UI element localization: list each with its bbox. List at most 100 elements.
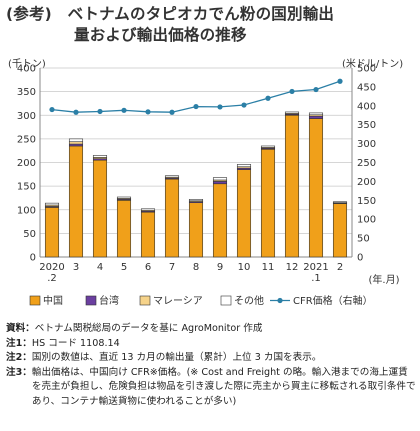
bar-other (116, 196, 132, 199)
x-tick-label: 3 (73, 262, 79, 273)
y-left-tick-label: 100 (17, 205, 36, 216)
x-tick-label: 9 (217, 262, 223, 273)
left-axis-unit: (千トン) (8, 59, 46, 70)
bar-china (260, 148, 276, 258)
note-key: 注2： (6, 352, 32, 364)
cfr-price-point (121, 107, 127, 113)
cfr-price-point (193, 103, 199, 110)
bar-other (260, 145, 276, 148)
y-right-tick-label: 200 (357, 177, 376, 188)
y-right-tick-label: 150 (357, 196, 376, 207)
y-right-tick-label: 100 (357, 215, 376, 226)
bar-taiwan (308, 115, 324, 119)
cfr-price-point (49, 106, 55, 113)
legend-swatch (139, 295, 151, 306)
bar-china (212, 183, 228, 258)
cfr-price-point (73, 109, 79, 115)
bar-china (188, 202, 204, 258)
note-text: ベトナム関税総局のデータを基に AgroMonitor 作成 (34, 323, 263, 334)
legend-label: CFR価格（右軸） (293, 294, 373, 307)
bar-other (44, 202, 60, 206)
y-left-tick-label: 350 (17, 87, 36, 98)
bar-china (92, 159, 108, 258)
legend-label: その他 (234, 294, 264, 307)
legend-label: 台湾 (99, 294, 119, 307)
x-tick-label: .2 (47, 273, 57, 284)
bar-other (212, 177, 228, 181)
cfr-price-point (97, 108, 103, 115)
legend-label: マレーシア (153, 296, 203, 307)
bar-malaysia (68, 141, 84, 145)
note-text: 輸出価格は、中国向け CFR※価格。(※ Cost and Freight の略… (31, 366, 416, 407)
cfr-price-point (313, 86, 319, 93)
bar-other (140, 208, 156, 211)
y-left-tick-label: 0 (30, 253, 36, 264)
x-tick-label: .1 (311, 273, 321, 284)
x-tick-label: 7 (169, 262, 175, 273)
y-right-tick-label: 250 (357, 158, 376, 169)
y-right-tick-label: 500 (357, 64, 376, 75)
x-axis-unit: (年.月) (369, 273, 400, 286)
bar-china (236, 169, 252, 258)
notes-block: 資料： ベトナム関税総局のデータを基に AgroMonitor 作成 注1： H… (6, 322, 416, 410)
y-right-tick-label: 450 (357, 82, 376, 93)
y-right-tick-label: 0 (357, 253, 363, 264)
note-1: 注1： HS コード 1108.14 (6, 337, 416, 352)
x-tick-label: 10 (238, 262, 251, 273)
right-axis-unit: (米ドル/トン) (342, 59, 404, 70)
y-left-tick-label: 400 (17, 64, 36, 75)
note-3: 注3： 輸出価格は、中国向け CFR※価格。(※ Cost and Freigh… (6, 366, 416, 410)
y-left-tick-label: 50 (23, 229, 36, 240)
x-tick-label: 11 (262, 262, 275, 273)
cfr-price-point (265, 95, 271, 101)
cfr-price-point (241, 102, 247, 108)
bar-other (332, 201, 348, 203)
cfr-price-point (169, 109, 175, 115)
y-left-tick-label: 150 (17, 182, 36, 193)
x-tick-label: 2 (337, 262, 343, 273)
x-tick-label: 5 (121, 262, 127, 273)
bar-other (92, 155, 108, 158)
x-tick-label: 2020 (39, 262, 64, 273)
bar-other (164, 175, 180, 178)
cfr-price-point (289, 88, 295, 95)
x-tick-label: 2021 (303, 262, 328, 273)
legend-swatch (220, 295, 232, 306)
note-source: 資料： ベトナム関税総局のデータを基に AgroMonitor 作成 (6, 322, 416, 337)
legend-label: 中国 (43, 294, 63, 307)
cfr-price-point (217, 104, 223, 110)
y-left-tick-label: 300 (17, 111, 36, 122)
bar-other (308, 112, 324, 116)
note-key: 資料： (6, 323, 35, 334)
bar-china (68, 145, 84, 258)
y-right-tick-label: 300 (357, 139, 376, 150)
bar-china (116, 200, 132, 258)
bar-other (284, 111, 300, 114)
y-right-tick-label: 50 (357, 234, 370, 245)
note-key: 注1： (6, 337, 32, 349)
bar-taiwan (212, 181, 228, 185)
y-right-tick-label: 400 (357, 101, 376, 112)
y-right-tick-label: 350 (357, 120, 376, 131)
x-tick-label: 6 (145, 262, 151, 273)
cfr-price-point (337, 78, 343, 84)
x-tick-label: 8 (193, 262, 199, 273)
note-2: 注2： 国別の数値は、直近 13 カ月の輸出量（累計）上位 3 カ国を表示。 (6, 351, 416, 366)
note-text: 国別の数値は、直近 13 カ月の輸出量（累計）上位 3 カ国を表示。 (31, 352, 322, 364)
y-left-tick-label: 200 (17, 158, 36, 169)
y-left-tick-label: 250 (17, 134, 36, 145)
bar-china (284, 114, 300, 258)
note-key: 注3： (6, 366, 32, 378)
chart-canvas: 0 50 100 150 200 250 300 350 400 0 50 100 150 200 250 3… (17, 64, 400, 308)
bar-china (164, 178, 180, 258)
bar-china (44, 207, 60, 258)
x-tick-label: 4 (97, 262, 103, 273)
bar-china (140, 211, 156, 258)
bar-china (332, 203, 348, 258)
chart-title: (参考) ベトナムのタピオカでん粉の国別輸出 量および輸出価格の推移 (6, 4, 334, 46)
chart-title-line2: 量および輸出価格の推移 (74, 26, 247, 44)
legend-line-marker (277, 297, 283, 304)
bar-china (308, 118, 324, 258)
legend-swatch (85, 295, 97, 306)
x-tick-label: 12 (286, 262, 299, 273)
